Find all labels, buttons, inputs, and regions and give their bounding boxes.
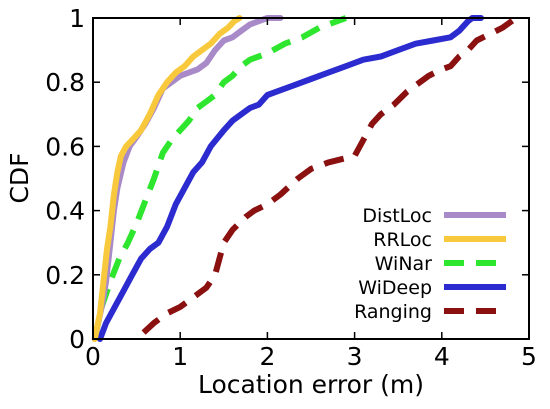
x-tick-label: 1 xyxy=(172,342,188,371)
series-line-winar xyxy=(91,15,347,340)
series-layer xyxy=(91,15,518,342)
plot-area: 0 1 2 3 4 5 0 0.2 0.4 0.6 0.8 1 xyxy=(45,4,537,371)
legend-label-distloc: DistLoc xyxy=(362,205,432,227)
y-tick-label: 0.2 xyxy=(45,261,85,290)
x-tick-label: 0 xyxy=(85,342,101,371)
x-axis-ticks: 0 1 2 3 4 5 xyxy=(85,18,537,371)
series-line-wideep xyxy=(97,15,484,342)
legend-label-ranging: Ranging xyxy=(354,301,432,323)
legend-label-rrloc: RRLoc xyxy=(373,229,432,251)
series-line-rrloc xyxy=(91,15,243,342)
y-tick-label: 0.4 xyxy=(45,197,85,226)
y-tick-label: 1 xyxy=(69,4,85,33)
y-tick-label: 0.8 xyxy=(45,68,85,97)
plot-frame xyxy=(92,17,530,340)
y-tick-label: 0 xyxy=(69,325,85,354)
y-axis-label: CDF xyxy=(5,152,34,203)
series-line-ranging xyxy=(141,15,518,335)
legend-label-wideep: WiDeep xyxy=(358,277,432,299)
x-tick-label: 3 xyxy=(347,342,363,371)
x-tick-label: 4 xyxy=(434,342,450,371)
y-tick-label: 0.6 xyxy=(45,132,85,161)
x-axis-label: Location error (m) xyxy=(198,370,424,399)
x-tick-label: 2 xyxy=(259,342,275,371)
y-axis-ticks: 0 0.2 0.4 0.6 0.8 1 xyxy=(45,4,529,354)
legend-label-winar: WiNar xyxy=(375,253,433,275)
x-tick-label: 5 xyxy=(521,342,537,371)
